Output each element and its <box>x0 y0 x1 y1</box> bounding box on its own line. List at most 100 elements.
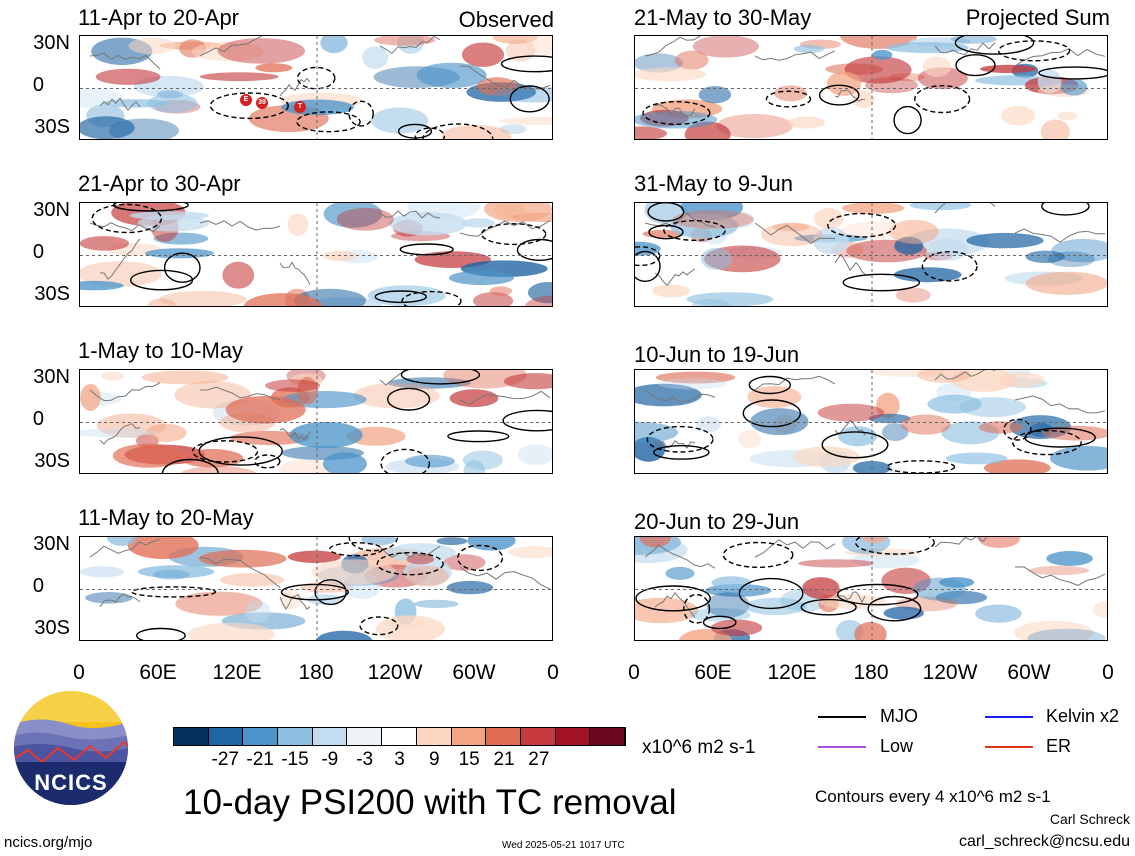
colorbar-tick-label: 21 <box>493 749 515 770</box>
longitude-label: 0 <box>628 661 640 684</box>
anomaly-shading <box>441 125 512 139</box>
anomaly-shading <box>85 592 133 604</box>
anomaly-shading <box>499 124 527 134</box>
kelvin-legend-label: Kelvin x2 <box>1046 706 1120 726</box>
anomaly-map <box>80 203 552 306</box>
anomaly-shading <box>80 116 135 139</box>
anomaly-shading <box>1040 119 1070 139</box>
anomaly-shading <box>101 99 170 108</box>
anomaly-shading <box>322 452 367 473</box>
colorbar-swatch <box>520 728 556 745</box>
author-email[interactable]: carl_schreck@ncsu.edu <box>959 833 1130 850</box>
anomaly-shading <box>939 577 975 588</box>
mjo-legend-label: MJO <box>880 706 918 726</box>
anomaly-shading <box>706 592 750 618</box>
anomaly-shading <box>467 537 516 551</box>
anomaly-shading <box>484 203 552 222</box>
anomaly-shading <box>1025 271 1107 295</box>
mjo-contour <box>481 223 547 246</box>
anomaly-shading <box>225 396 306 424</box>
mjo-contour <box>1041 203 1090 216</box>
anomaly-shading <box>100 371 125 381</box>
anomaly-map <box>80 370 552 473</box>
anomaly-shading <box>315 630 373 640</box>
latitude-label: 0 <box>32 408 44 430</box>
anomaly-shading <box>463 460 486 473</box>
anomaly-shading <box>385 615 427 631</box>
mjo-contour <box>954 36 1035 55</box>
anomaly-shading <box>279 459 331 473</box>
anomaly-shading <box>265 379 321 392</box>
low-legend-line <box>818 746 866 748</box>
anomaly-shading <box>406 554 435 565</box>
tc-marker: E <box>240 94 252 106</box>
anomaly-shading <box>901 414 951 435</box>
mjo-contour <box>886 460 956 473</box>
anomaly-shading <box>336 207 394 231</box>
anomaly-shading <box>935 590 988 605</box>
anomaly-shading <box>492 36 538 44</box>
anomaly-shading <box>711 576 752 589</box>
anomaly-shading <box>651 284 691 298</box>
anomaly-shading <box>287 550 342 563</box>
anomaly-shading <box>449 389 499 408</box>
longitude-label: 60E <box>139 661 177 684</box>
anomaly-shading <box>362 46 389 69</box>
longitude-label: 0 <box>1102 661 1114 684</box>
mjo-contour <box>818 84 860 106</box>
mjo-contour <box>854 537 935 555</box>
mjo-contour <box>314 579 347 606</box>
anomaly-shading <box>854 621 887 640</box>
anomaly-shading <box>174 381 251 409</box>
anomaly-shading <box>841 203 905 214</box>
coastline <box>644 203 1105 287</box>
mjo-contour <box>893 105 922 135</box>
anomaly-shading <box>80 428 159 438</box>
mjo-contour <box>500 55 552 73</box>
colorbar-tick-label: 15 <box>458 749 480 770</box>
latitude-label: 30S <box>34 116 70 138</box>
anomaly-shading <box>675 50 709 70</box>
mjo-contour <box>387 387 431 411</box>
anomaly-shading <box>443 554 486 571</box>
anomaly-shading <box>774 85 807 102</box>
anomaly-shading <box>279 589 302 610</box>
longitude-label: 0 <box>547 661 559 684</box>
anomaly-shading <box>153 569 190 580</box>
anomaly-map <box>80 537 552 640</box>
anomaly-shading <box>129 211 209 220</box>
anomaly-shading <box>1060 78 1088 96</box>
anomaly-shading <box>489 286 512 296</box>
site-link[interactable]: ncics.org/mjo <box>4 834 93 851</box>
mjo-contour <box>91 203 163 234</box>
anomaly-shading <box>883 606 924 620</box>
anomaly-shading <box>686 292 774 306</box>
anomaly-shading <box>639 537 671 548</box>
anomaly-shading <box>665 566 695 580</box>
latitude-label: 0 <box>32 241 44 263</box>
panel-title: 11-May to 20-May <box>78 505 254 530</box>
anomaly-shading <box>672 210 754 229</box>
anomaly-shading <box>978 421 1023 434</box>
mjo-contour <box>376 552 444 576</box>
anomaly-map <box>80 36 552 139</box>
anomaly-shading <box>802 577 840 599</box>
mjo-contour <box>359 616 399 636</box>
anomaly-shading <box>966 232 1044 249</box>
anomaly-shading <box>1027 628 1106 640</box>
anomaly-shading <box>180 449 244 468</box>
anomaly-shading <box>159 290 247 306</box>
anomaly-shading <box>476 77 518 96</box>
panel-title: 10-Jun to 19-Jun <box>634 342 800 367</box>
mjo-contour <box>296 111 361 133</box>
mjo-contour <box>380 448 431 473</box>
anomaly-shading <box>692 36 759 58</box>
anomaly-shading <box>311 559 396 585</box>
mjo-contour <box>447 430 510 443</box>
mjo-contour <box>191 440 259 463</box>
mjo-contour <box>635 250 661 282</box>
coastline <box>89 36 551 112</box>
mjo-contour <box>348 100 374 127</box>
colorbar-swatch <box>208 728 244 745</box>
colorbar-tick-label: -15 <box>281 749 309 770</box>
